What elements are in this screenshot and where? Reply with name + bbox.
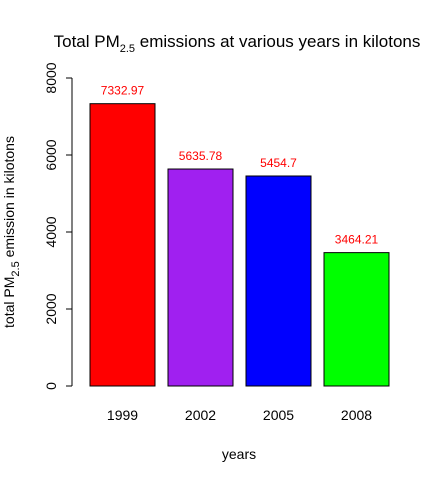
y-axis-title-subscript: 2.5 — [10, 261, 22, 276]
x-tick-labels-group: 1999 2002 2005 2008 — [107, 407, 372, 423]
chart-title-suffix: emissions at various years in kilotons — [135, 32, 420, 51]
x-tick-label-1999: 1999 — [107, 407, 138, 423]
y-axis: 0 2000 4000 6000 8000 — [43, 62, 73, 390]
x-tick-label-2002: 2002 — [185, 407, 216, 423]
data-label-2008: 3464.21 — [335, 233, 379, 247]
bar-2005 — [245, 175, 312, 387]
x-tick-label-2005: 2005 — [263, 407, 294, 423]
y-tick-label: 2000 — [43, 293, 59, 324]
y-tick-label: 6000 — [43, 139, 59, 170]
y-tick-label: 8000 — [43, 62, 59, 93]
bar-2002 — [167, 168, 234, 387]
y-axis-title: total PM2.5 emission in kilotons — [1, 136, 22, 328]
data-label-2005: 5454.7 — [260, 156, 297, 170]
chart-title-prefix: Total PM — [54, 32, 120, 51]
chart-title-subscript: 2.5 — [120, 43, 135, 55]
data-label-2002: 5635.78 — [179, 149, 223, 163]
bar-1999 — [89, 103, 156, 387]
bars-group — [89, 103, 390, 387]
bar-2008 — [323, 252, 390, 387]
x-tick-label-2008: 2008 — [341, 407, 372, 423]
y-tick-label: 0 — [43, 382, 59, 390]
y-axis-title-prefix: total PM — [1, 277, 17, 328]
y-tick-label: 4000 — [43, 216, 59, 247]
chart-title: Total PM2.5 emissions at various years i… — [54, 32, 421, 55]
data-label-1999: 7332.97 — [101, 84, 145, 98]
y-axis-title-suffix: emission in kilotons — [1, 136, 17, 261]
data-labels-group: 7332.97 5635.78 5454.7 3464.21 — [101, 84, 379, 247]
x-axis-title: years — [222, 446, 256, 462]
